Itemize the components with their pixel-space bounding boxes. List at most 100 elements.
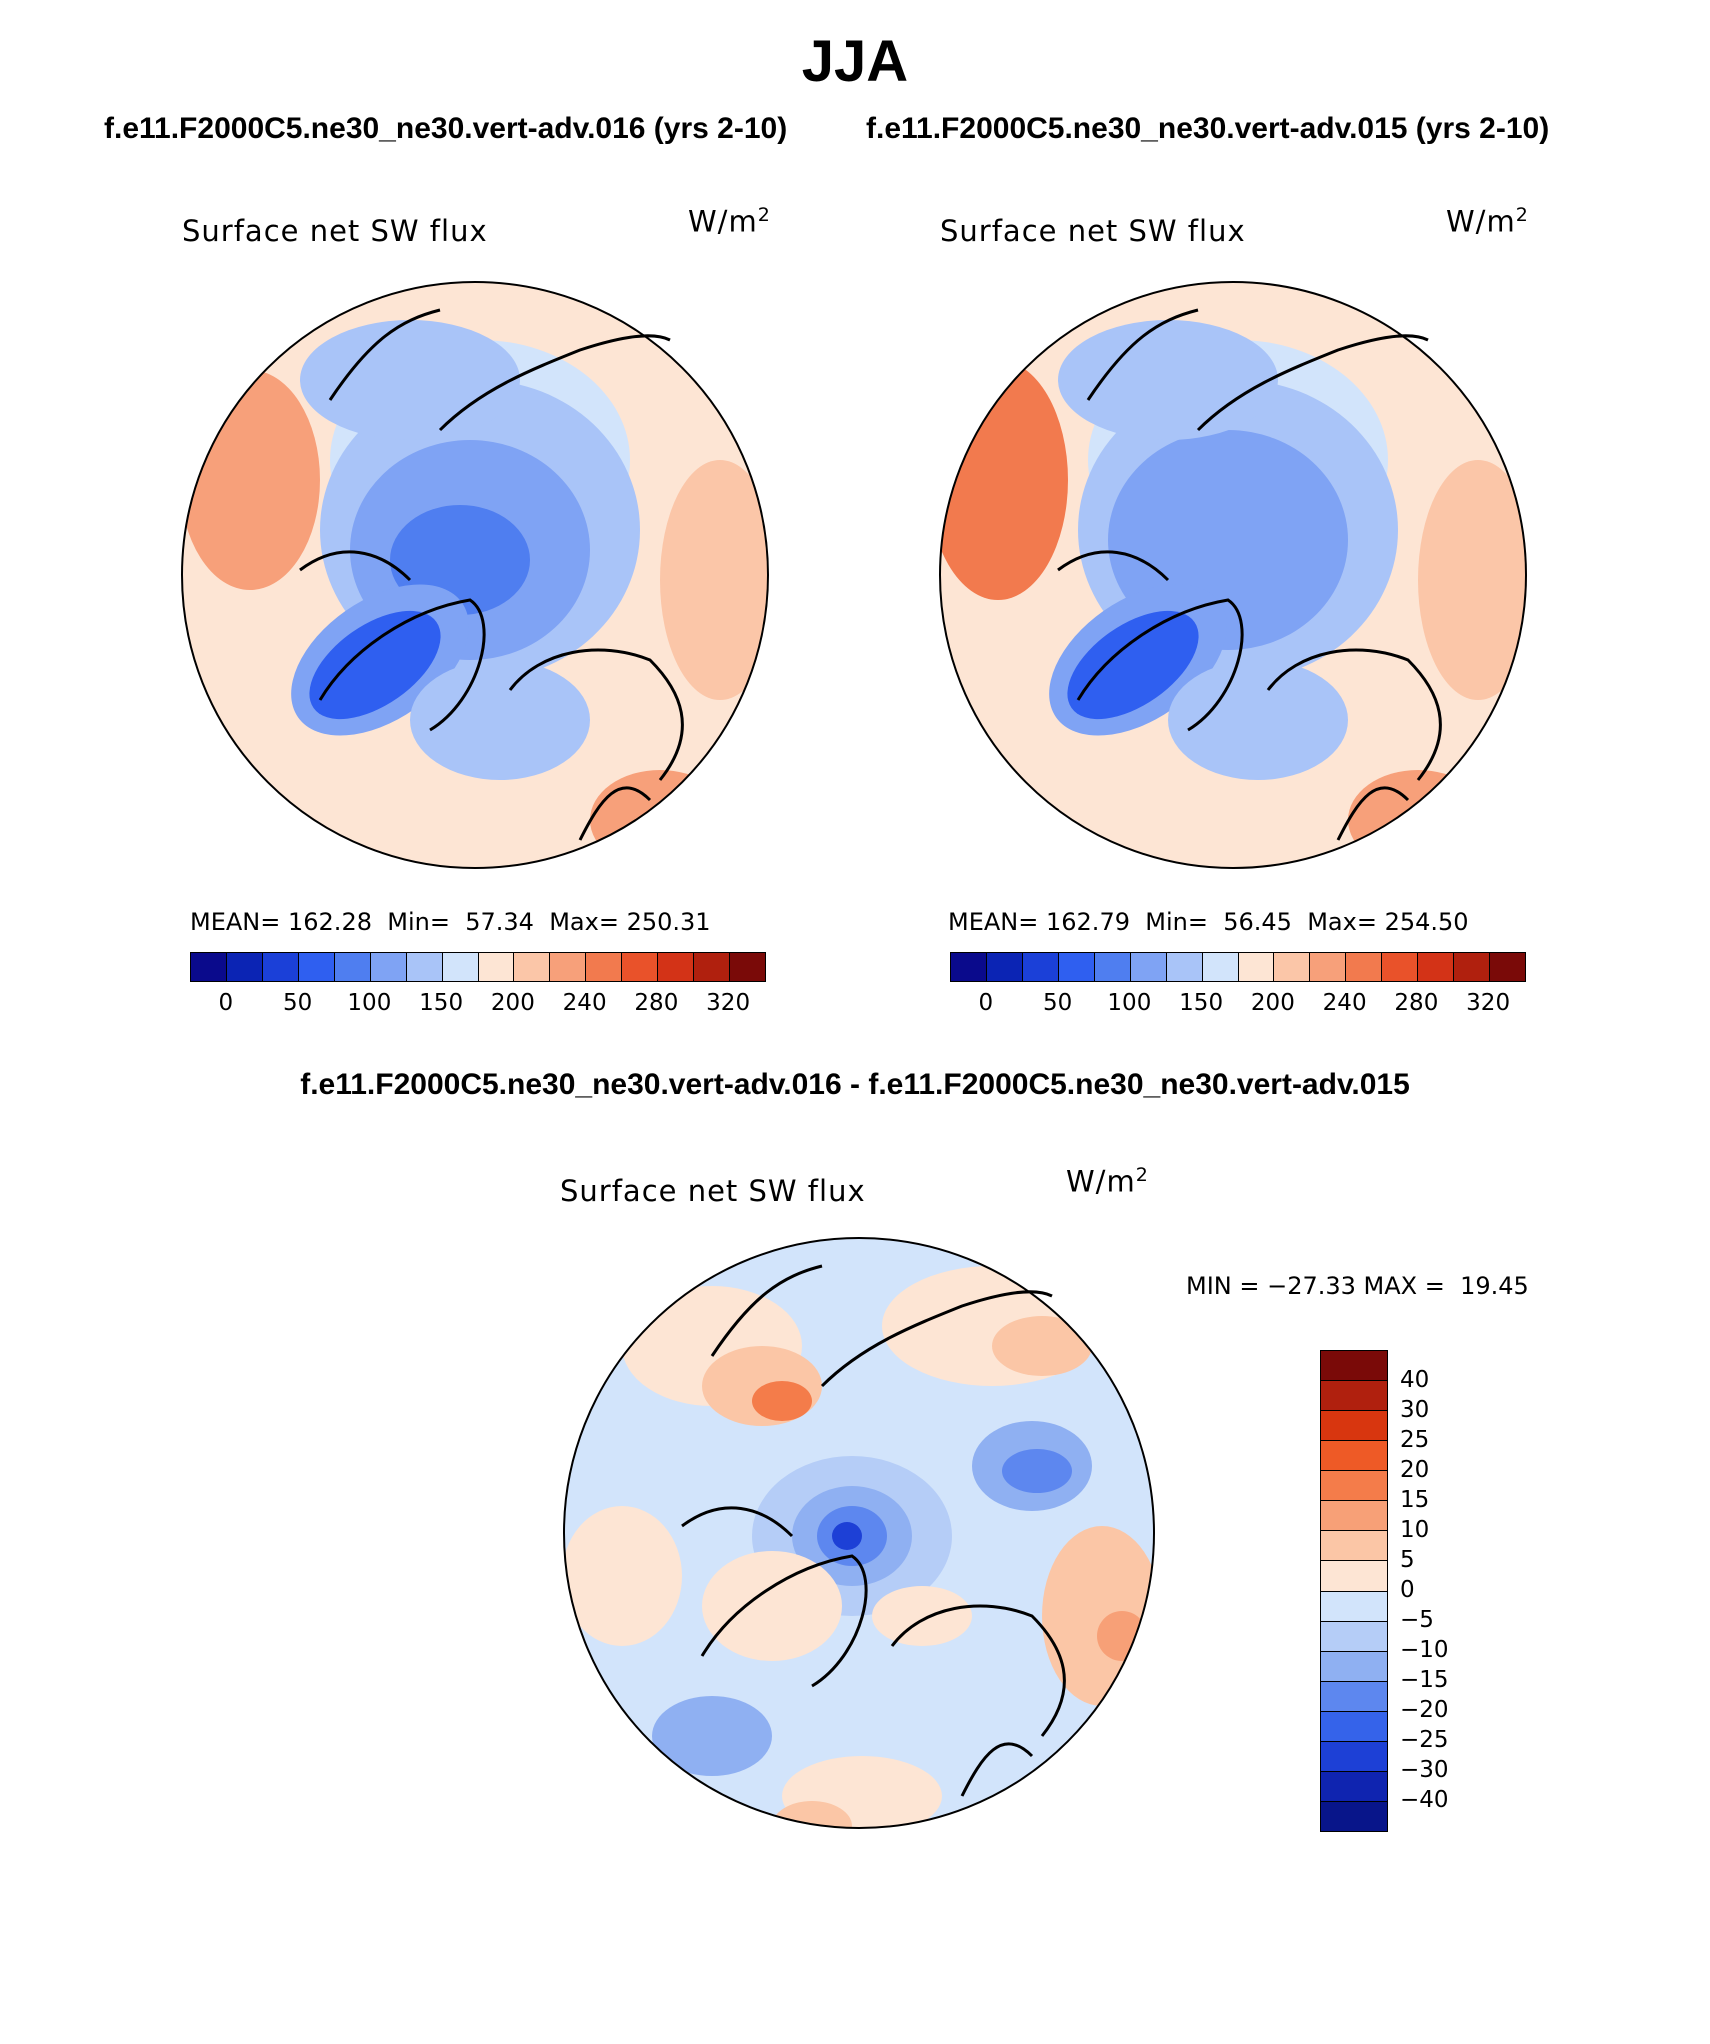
diff-colorbar-tick: −10 xyxy=(1400,1637,1449,1663)
diff-region-8 xyxy=(1042,1526,1154,1706)
panel1-colorbar-cell xyxy=(730,953,765,981)
panel1-colorbar-tick: 50 xyxy=(282,990,313,1016)
panel2-title: Surface net SW flux xyxy=(940,214,1246,248)
panel1-colorbar-cell xyxy=(262,953,299,981)
panel2-colorbar-cell xyxy=(1166,953,1203,981)
panel2-colorbar-cell xyxy=(1022,953,1059,981)
diff-region-5 xyxy=(992,1316,1092,1376)
panel1-colorbar-cell xyxy=(334,953,371,981)
panel2-colorbar-cell xyxy=(1202,953,1239,981)
diff-colorbar-cell xyxy=(1321,1531,1387,1562)
panel2-colorbar-cell xyxy=(1094,953,1131,981)
panel2-region-europe xyxy=(1348,770,1488,868)
diff-region-19 xyxy=(772,1801,852,1828)
panel1-polar-map xyxy=(181,281,769,869)
panel1-colorbar-tick: 200 xyxy=(490,990,535,1016)
panel2-colorbar xyxy=(950,952,1526,982)
panel2-colorbar-ticks: 0 50 100 150 200 240 280 320 xyxy=(950,990,1524,1020)
panel2-colorbar-cell xyxy=(1130,953,1167,981)
diff-colorbar-cell xyxy=(1321,1561,1387,1592)
diff-region-17 xyxy=(652,1696,772,1776)
diff-colorbar-tick: 30 xyxy=(1400,1397,1430,1423)
diff-colorbar-cell xyxy=(1321,1621,1387,1652)
panel1-colorbar-cell xyxy=(658,953,695,981)
panel2-units: W/m2 xyxy=(1446,204,1529,239)
case1-run-title: f.e11.F2000C5.ne30_ne30.vert-adv.016 (yr… xyxy=(104,112,788,145)
panel2-region-greenland xyxy=(1067,610,1199,720)
diff-colorbar-cell xyxy=(1321,1651,1387,1682)
panel2-colorbar-tick: 200 xyxy=(1250,990,1295,1016)
panel1-colorbar-cell xyxy=(226,953,263,981)
panel2-region-pacific-high xyxy=(940,360,1068,600)
panel1-colorbar-tick: 240 xyxy=(562,990,607,1016)
diff-region-15 xyxy=(702,1551,842,1661)
diff-coastlines xyxy=(681,1264,1066,1797)
diff-region-9 xyxy=(1097,1611,1147,1661)
panel1-colorbar-cell xyxy=(550,953,587,981)
diff-colorbar-tick: −20 xyxy=(1400,1697,1449,1723)
diff-colorbar-tick: 5 xyxy=(1400,1547,1415,1573)
case2-run-title: f.e11.F2000C5.ne30_ne30.vert-adv.015 (yr… xyxy=(866,112,1550,145)
panel1-colorbar-cell xyxy=(586,953,623,981)
panel1-coastlines xyxy=(299,308,684,841)
panel1-region-pacific-high xyxy=(182,370,320,590)
diff-colorbar-tick: −40 xyxy=(1400,1787,1449,1813)
diff-colorbar xyxy=(1320,1350,1388,1832)
panel1-title: Surface net SW flux xyxy=(182,214,488,248)
diff-colorbar-cell xyxy=(1321,1471,1387,1502)
panel2-colorbar-tick: 240 xyxy=(1322,990,1367,1016)
panel1-region-europe xyxy=(590,770,730,868)
panel1-colorbar-cell xyxy=(298,953,335,981)
diff-colorbar-tick: 0 xyxy=(1400,1577,1415,1603)
panel1-colorbar xyxy=(190,952,766,982)
diff-colorbar-cell xyxy=(1321,1351,1387,1382)
diff-panel-title: Surface net SW flux xyxy=(560,1174,866,1208)
panel1-colorbar-tick: 150 xyxy=(419,990,464,1016)
panel1-units: W/m2 xyxy=(688,204,771,239)
panel2-colorbar-cell xyxy=(1418,953,1455,981)
panel1-stats: MEAN= 162.28 Min= 57.34 Max= 250.31 xyxy=(190,908,711,936)
diff-colorbar-cell xyxy=(1321,1771,1387,1802)
diff-colorbar-cell xyxy=(1321,1681,1387,1712)
panel1-colorbar-cell xyxy=(406,953,443,981)
diff-colorbar-ticks: 40 30 25 20 15 10 5 0 −5 −10 −15 −20 −25 −30 −40 xyxy=(1400,1350,1480,1830)
panel1-colorbar-cell xyxy=(514,953,551,981)
difference-run-title: f.e11.F2000C5.ne30_ne30.vert-adv.016 - f… xyxy=(300,1068,1410,1101)
diff-panel-minmax: MIN = −27.33 MAX = 19.45 xyxy=(1186,1272,1529,1300)
panel2-colorbar-cell xyxy=(1382,953,1419,981)
panel1-colorbar-cell xyxy=(442,953,479,981)
panel2-colorbar-tick: 50 xyxy=(1042,990,1073,1016)
panel1-colorbar-cell xyxy=(622,953,659,981)
figure-title: JJA xyxy=(801,29,909,94)
diff-colorbar-cell xyxy=(1321,1741,1387,1772)
diff-colorbar-cell xyxy=(1321,1501,1387,1532)
diff-region-14 xyxy=(564,1506,682,1646)
panel2-stats: MEAN= 162.79 Min= 56.45 Max= 254.50 xyxy=(948,908,1469,936)
panel2-colorbar-tick: 0 xyxy=(978,990,994,1016)
panel2-colorbar-cell xyxy=(1310,953,1347,981)
panel2-polar-map xyxy=(939,281,1527,869)
panel2-coastlines xyxy=(1057,308,1442,841)
diff-panel-units: W/m2 xyxy=(1066,1164,1149,1199)
panel1-region-greenland xyxy=(309,610,441,720)
panel1-region-bering xyxy=(300,320,520,440)
panel1-colorbar-tick: 320 xyxy=(706,990,751,1016)
panel1-region-atlantic xyxy=(410,660,590,780)
panel1-colorbar-cell xyxy=(694,953,731,981)
diff-colorbar-cell xyxy=(1321,1441,1387,1472)
diff-colorbar-cell xyxy=(1321,1801,1387,1831)
diff-region-7 xyxy=(1002,1449,1072,1493)
panel2-map-border xyxy=(939,281,1527,869)
panel2-colorbar-cell xyxy=(1058,953,1095,981)
diff-map-border xyxy=(563,1237,1155,1829)
panel1-colorbar-cell xyxy=(478,953,515,981)
diff-colorbar-tick: −15 xyxy=(1400,1667,1449,1693)
diff-colorbar-cell xyxy=(1321,1711,1387,1742)
panel2-region-atlantic xyxy=(1168,660,1348,780)
diff-colorbar-tick: 40 xyxy=(1400,1367,1430,1393)
diff-colorbar-tick: −5 xyxy=(1400,1607,1434,1633)
panel2-colorbar-cell xyxy=(1238,953,1275,981)
panel2-colorbar-tick: 150 xyxy=(1179,990,1224,1016)
panel2-colorbar-cell xyxy=(1490,953,1525,981)
panel2-colorbar-tick: 280 xyxy=(1394,990,1439,1016)
